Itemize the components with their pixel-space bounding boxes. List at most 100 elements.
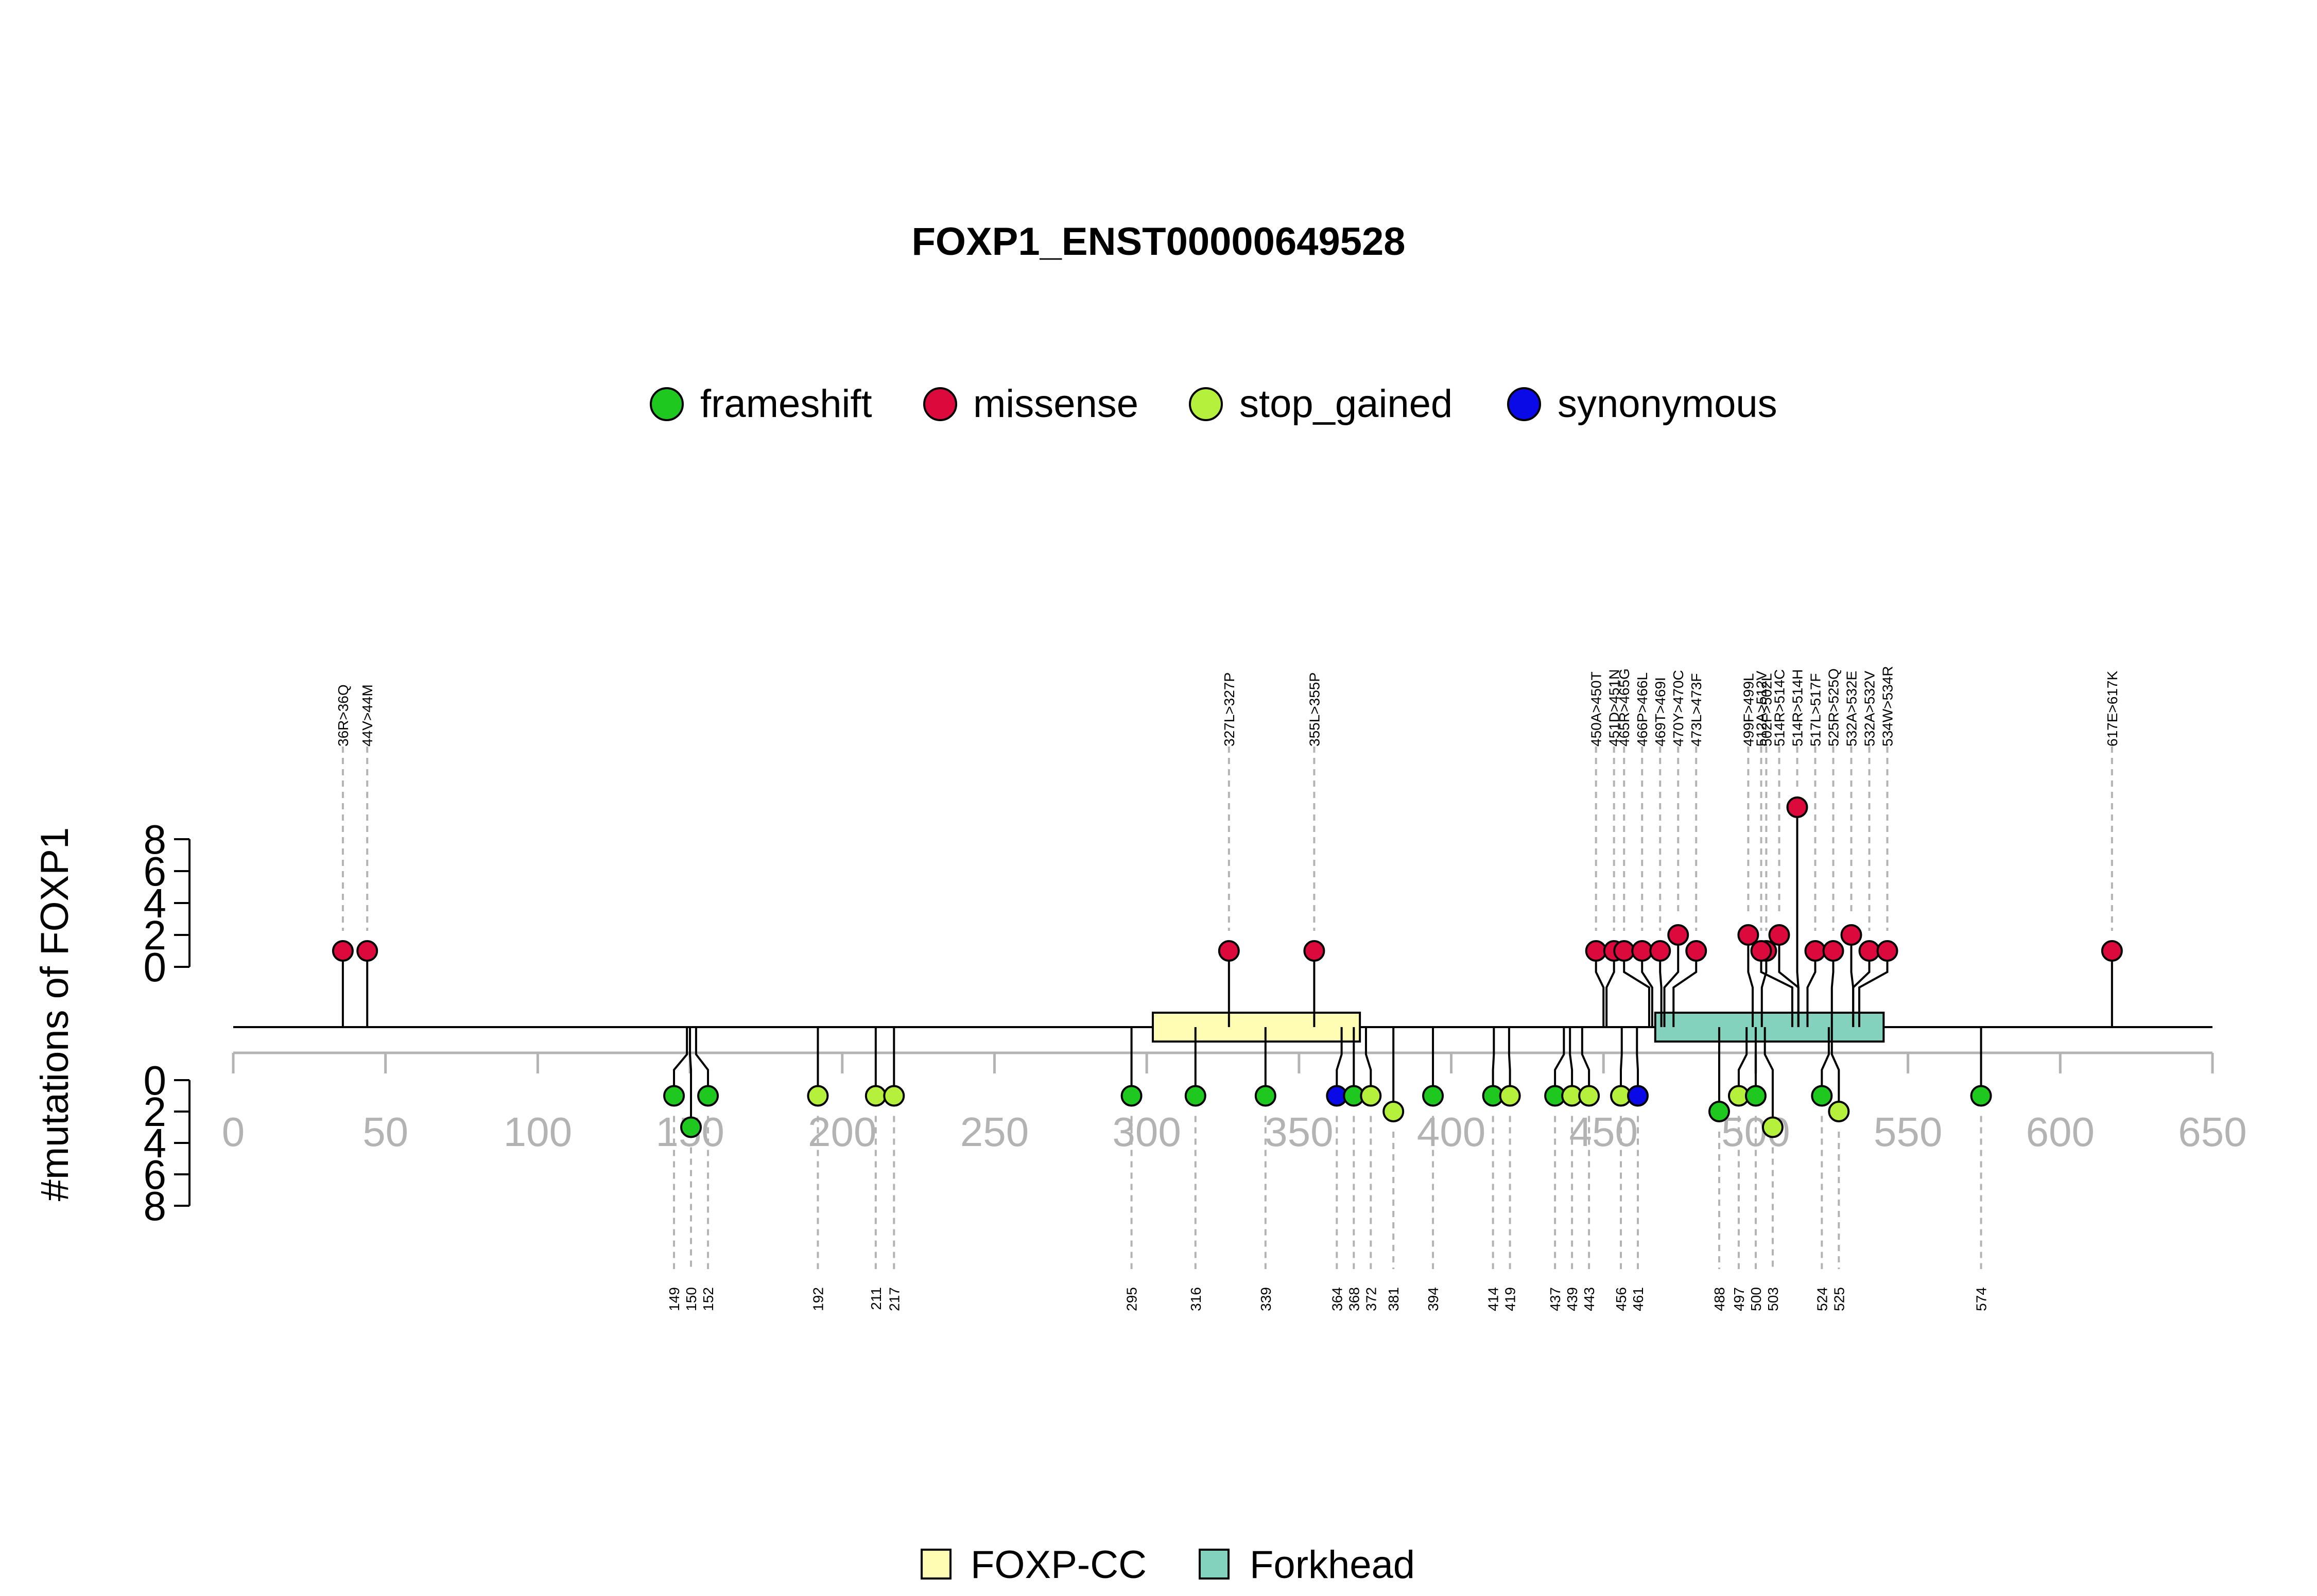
top-lollipop-point bbox=[1750, 940, 1772, 962]
x-tick-label: 450 bbox=[1569, 1109, 1637, 1155]
x-tick-label: 200 bbox=[808, 1109, 876, 1155]
legend-label-synonymous: synonymous bbox=[1558, 382, 1777, 426]
top-mutation-label: 514R>514C bbox=[1771, 669, 1787, 747]
x-tick-label: 600 bbox=[2026, 1109, 2095, 1155]
bottom-lollipop-stem bbox=[1737, 1027, 1748, 1096]
x-tick-label: 100 bbox=[504, 1109, 572, 1155]
bottom-mutation-label: 456 bbox=[1613, 1287, 1629, 1311]
lollipop-points bbox=[332, 796, 2123, 1138]
bottom-lollipop-stem bbox=[1830, 1027, 1840, 1112]
y-tick-label-top: 0 bbox=[144, 944, 167, 990]
y-tick-label-top: 4 bbox=[144, 880, 167, 926]
bottom-lollipop-stem bbox=[1336, 1027, 1343, 1096]
bottom-mutation-label: 152 bbox=[700, 1287, 716, 1311]
bottom-mutation-label: 574 bbox=[1974, 1287, 1990, 1311]
top-lollipop-point bbox=[1840, 924, 1862, 946]
bottom-mutation-label: 368 bbox=[1346, 1287, 1362, 1311]
bottom-mutation-label: 439 bbox=[1564, 1287, 1580, 1311]
bottom-lollipop-point bbox=[1382, 1101, 1405, 1122]
top-lollipop-point bbox=[1822, 940, 1844, 962]
bottom-lollipop-point bbox=[1708, 1101, 1730, 1122]
y-tick-label-bottom: 2 bbox=[144, 1089, 167, 1135]
x-tick-label: 0 bbox=[222, 1109, 245, 1155]
bottom-mutation-label: 414 bbox=[1485, 1287, 1501, 1311]
bottom-lollipop-point bbox=[864, 1085, 887, 1107]
bottom-lollipop-stem bbox=[1821, 1027, 1830, 1096]
top-lollipop-point bbox=[1737, 924, 1759, 946]
bottom-mutation-label: 192 bbox=[810, 1287, 826, 1311]
y-tick-label-bottom: 0 bbox=[144, 1057, 167, 1103]
top-mutation-label: 466P>466L bbox=[1634, 672, 1650, 747]
bottom-mutation-label: 524 bbox=[1814, 1287, 1830, 1311]
bottom-lollipop-stem bbox=[689, 1027, 693, 1127]
bottom-lollipop-point bbox=[1422, 1085, 1444, 1107]
bottom-mutation-label: 339 bbox=[1258, 1287, 1274, 1311]
legend-label-forkhead: Forkhead bbox=[1250, 1543, 1415, 1587]
bottom-mutation-label: 419 bbox=[1502, 1287, 1518, 1311]
x-tick-label: 350 bbox=[1265, 1109, 1333, 1155]
bottom-lollipop-point bbox=[680, 1116, 702, 1138]
top-lollipop-stem bbox=[1605, 951, 1615, 1027]
bottom-lollipop-point bbox=[1254, 1085, 1276, 1107]
bottom-mutation-label: 217 bbox=[886, 1287, 902, 1311]
legend-label-foxp-cc: FOXP-CC bbox=[971, 1543, 1147, 1587]
top-mutation-label: 517L>517F bbox=[1807, 673, 1823, 747]
domain-forkhead bbox=[1654, 1012, 1885, 1043]
top-mutation-label: 512A>512V bbox=[1753, 671, 1769, 747]
top-lollipop-stem bbox=[1623, 951, 1650, 1027]
label-guides bbox=[341, 747, 2113, 1269]
top-mutation-label: 44V>44M bbox=[359, 684, 375, 747]
top-lollipop-stem bbox=[1747, 935, 1754, 1027]
top-mutation-label: 514R>514H bbox=[1789, 669, 1805, 747]
bottom-mutation-label: 443 bbox=[1581, 1287, 1597, 1311]
bottom-lollipop-stem bbox=[1569, 1027, 1574, 1096]
bottom-lollipop-point bbox=[1499, 1085, 1521, 1107]
bottom-lollipop-point bbox=[1360, 1085, 1382, 1107]
mutation-labels: 36R>36Q 44V>44M 327L>327P 355L>355P 450A>450… bbox=[335, 666, 2120, 1311]
top-lollipop-point bbox=[1786, 796, 1808, 818]
top-mutation-label: 532A>532V bbox=[1861, 671, 1877, 747]
bottom-mutation-label: 497 bbox=[1731, 1287, 1747, 1311]
bottom-mutation-label: 503 bbox=[1765, 1287, 1781, 1311]
bottom-lollipop-stem bbox=[1763, 1027, 1774, 1127]
bottom-lollipop-point bbox=[1120, 1085, 1143, 1107]
top-lollipop-stem bbox=[1796, 807, 1800, 1027]
legend-label-stop_gained: stop_gained bbox=[1239, 382, 1453, 426]
top-lollipop-point bbox=[1613, 940, 1635, 962]
top-mutation-label: 525R>525Q bbox=[1825, 668, 1841, 747]
top-lollipop-point bbox=[2101, 940, 2123, 962]
top-lollipop-point bbox=[356, 940, 378, 962]
bottom-mutation-label: 211 bbox=[868, 1287, 884, 1310]
top-lollipop-point bbox=[1218, 940, 1240, 962]
top-lollipop-point bbox=[1768, 924, 1790, 946]
bottom-mutation-label: 437 bbox=[1547, 1287, 1563, 1311]
bottom-lollipop-point bbox=[1627, 1085, 1649, 1107]
domain-foxp-cc bbox=[1151, 1012, 1361, 1043]
bottom-lollipop-point bbox=[807, 1085, 829, 1107]
bottom-mutation-label: 525 bbox=[1831, 1287, 1847, 1311]
top-lollipop-point bbox=[1685, 940, 1707, 962]
bottom-lollipop-stem bbox=[1364, 1027, 1372, 1096]
top-lollipop-point bbox=[1858, 940, 1880, 962]
x-tick-label: 650 bbox=[2178, 1109, 2246, 1155]
bottom-mutation-label: 500 bbox=[1748, 1287, 1764, 1311]
top-lollipop-stem bbox=[1663, 935, 1680, 1027]
top-lollipop-point bbox=[1876, 940, 1898, 962]
bottom-mutation-label: 488 bbox=[1711, 1287, 1727, 1311]
bottom-lollipop-point bbox=[1828, 1101, 1850, 1122]
y-tick-label-bottom: 6 bbox=[144, 1152, 167, 1198]
domain-boxes bbox=[1151, 1012, 1885, 1043]
bottom-lollipop-point bbox=[663, 1085, 685, 1107]
bottom-mutation-label: 381 bbox=[1386, 1287, 1402, 1311]
top-mutation-label: 451D>451N bbox=[1606, 669, 1622, 747]
bottom-lollipop-point bbox=[883, 1085, 905, 1107]
bottom-mutation-label: 149 bbox=[666, 1287, 682, 1311]
top-mutation-label: 465R>465G bbox=[1616, 668, 1632, 747]
top-lollipop-point bbox=[1303, 940, 1325, 962]
legend-box-foxp-cc bbox=[921, 1549, 952, 1580]
y-tick-label-top: 6 bbox=[144, 848, 167, 894]
legend-marker-frameshift bbox=[650, 387, 684, 421]
top-lollipop-point bbox=[332, 940, 354, 962]
x-tick-label: 550 bbox=[1874, 1109, 1942, 1155]
top-mutation-label: 473L>473F bbox=[1688, 673, 1704, 747]
